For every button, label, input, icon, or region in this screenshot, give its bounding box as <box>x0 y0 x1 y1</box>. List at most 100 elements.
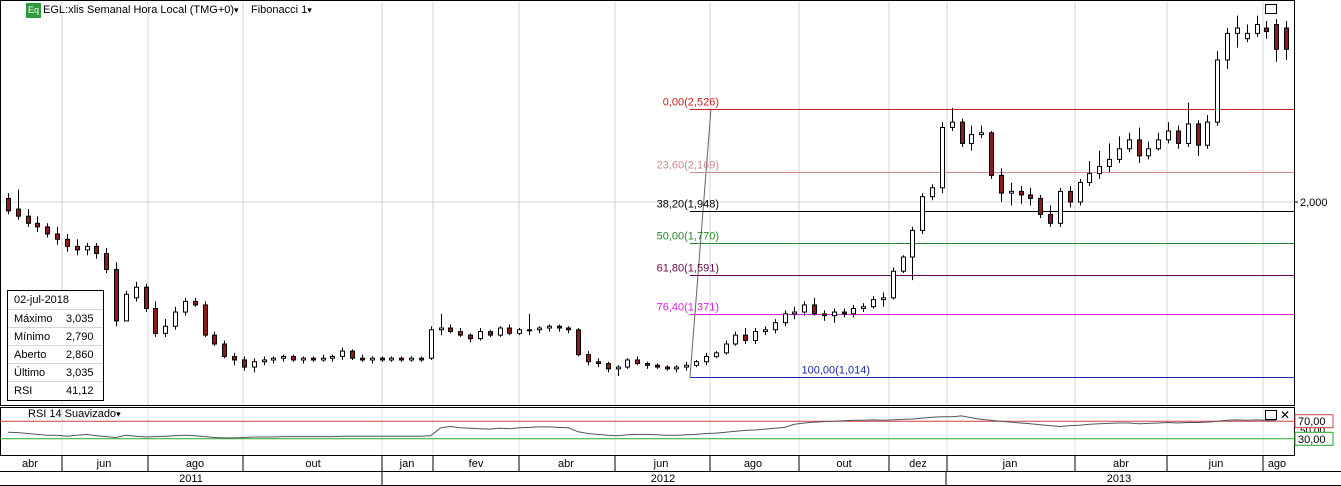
candle-bear <box>468 334 473 340</box>
candle-bear <box>222 343 227 357</box>
candle-bull <box>1087 173 1092 183</box>
price-tick-label: 2,000 <box>1300 197 1328 209</box>
candle-bear <box>822 313 827 317</box>
data-window-row: Último 3,035 <box>8 363 103 382</box>
price-panel-border <box>0 0 1295 406</box>
candle-bull <box>330 355 335 359</box>
fibonacci-level-label: 61,80(1,591) <box>657 263 719 275</box>
candle-bull <box>252 361 257 368</box>
candle-bull <box>783 313 788 324</box>
maximize-icon[interactable] <box>1265 4 1277 14</box>
candle-bear <box>1284 27 1289 50</box>
instrument-selector[interactable]: EGL:xlis Semanal Hora Local (TMG+0)▾ <box>43 2 239 18</box>
candle-bear <box>645 363 650 366</box>
candle-bear <box>75 245 80 251</box>
candle-bull <box>1156 139 1161 150</box>
candle-bull <box>861 306 866 310</box>
candle-bull <box>1107 158 1112 167</box>
candle-bear <box>1176 130 1181 144</box>
candle-bull <box>930 187 935 198</box>
candle-bull <box>802 304 807 313</box>
month-label: jun <box>1208 458 1224 470</box>
data-window-row: Máximo 3,035 <box>8 309 103 328</box>
candle-bull <box>792 311 797 315</box>
candle-bull <box>979 132 984 136</box>
candle-bull <box>1117 148 1122 160</box>
data-window-value: 3,035 <box>66 367 94 379</box>
candle-bull <box>527 329 532 332</box>
data-window-value: 2,860 <box>66 349 94 361</box>
candle-bull <box>1058 190 1063 224</box>
candle-bull <box>616 366 621 370</box>
candle-bear <box>999 174 1004 194</box>
fibonacci-level-label: 23,60(2,169) <box>657 160 719 172</box>
candle-bear <box>606 363 611 370</box>
candle-bull <box>439 327 444 331</box>
candle-bear <box>212 334 217 345</box>
month-label: jun <box>653 458 669 470</box>
candle-bull <box>429 329 434 359</box>
candle-bull <box>173 311 178 327</box>
month-label: jan <box>399 458 415 470</box>
month-label: abr <box>558 458 574 470</box>
candle-bull <box>134 286 139 299</box>
candle-bull <box>478 331 483 340</box>
candle-bull <box>163 325 168 334</box>
candle-bear <box>655 364 660 368</box>
data-window-value: 41,12 <box>66 385 94 397</box>
candle-bull <box>684 364 689 368</box>
candle-bear <box>153 308 158 334</box>
month-label: ago <box>1268 458 1286 470</box>
rsi-indicator-selector[interactable]: RSI 14 Suavizado▾ <box>28 408 121 420</box>
candle-bear <box>35 222 40 228</box>
candle-bear <box>448 327 453 333</box>
candle-bull <box>950 121 955 128</box>
month-label: fev <box>469 458 484 470</box>
maximize-icon[interactable] <box>1265 410 1277 420</box>
candle-bear <box>55 233 60 240</box>
candle-bear <box>350 350 355 359</box>
data-window-row: Mínimo 2,790 <box>8 327 103 346</box>
candle-bull <box>1078 181 1083 203</box>
instrument-label: EGL:xlis Semanal Hora Local (TMG+0) <box>43 4 235 16</box>
price-axis[interactable]: 2,000 <box>1294 197 1328 209</box>
candle-bear <box>488 331 493 336</box>
month-label: abr <box>1113 458 1129 470</box>
candle-bear <box>566 327 571 331</box>
candle-bear <box>1196 123 1201 146</box>
candle-bear <box>26 215 31 224</box>
candle-bull <box>763 329 768 333</box>
candle-bull <box>409 357 414 361</box>
candle-bear <box>144 286 149 310</box>
fibonacci-selector[interactable]: Fibonacci 1▾ <box>251 2 312 18</box>
close-icon[interactable]: ✕ <box>1280 408 1291 422</box>
time-axis[interactable]: abr jun ago out jan fev abr jun ago out dez jan abr j… <box>22 455 1286 486</box>
candle-bear <box>232 355 237 361</box>
equity-badge: Eq <box>26 3 41 18</box>
candle-bear <box>960 121 965 144</box>
candle-bear <box>576 329 581 356</box>
candle-bull <box>321 357 326 361</box>
candle-bear <box>6 197 11 212</box>
data-window-label: RSI <box>14 385 33 397</box>
rsi-level-label: 70,00 <box>1298 416 1326 428</box>
candle-bear <box>94 245 99 254</box>
data-window-value: 2,790 <box>66 331 94 343</box>
candle-bull <box>910 229 915 258</box>
candle-bull <box>1215 59 1220 123</box>
chevron-down-icon: ▾ <box>234 5 239 15</box>
rsi-level-box <box>1294 414 1334 429</box>
candle-bull <box>85 245 90 251</box>
candle-bull <box>498 327 503 336</box>
month-label: jun <box>96 458 112 470</box>
year-label: 2011 <box>179 473 203 485</box>
candle-bear <box>242 359 247 368</box>
candle-bear <box>1038 197 1043 215</box>
candle-bull <box>694 361 699 366</box>
year-label: 2013 <box>1107 473 1131 485</box>
month-label: abr <box>22 458 38 470</box>
candle-bear <box>635 359 640 365</box>
candle-bull <box>183 300 188 313</box>
candle-bull <box>871 299 876 308</box>
